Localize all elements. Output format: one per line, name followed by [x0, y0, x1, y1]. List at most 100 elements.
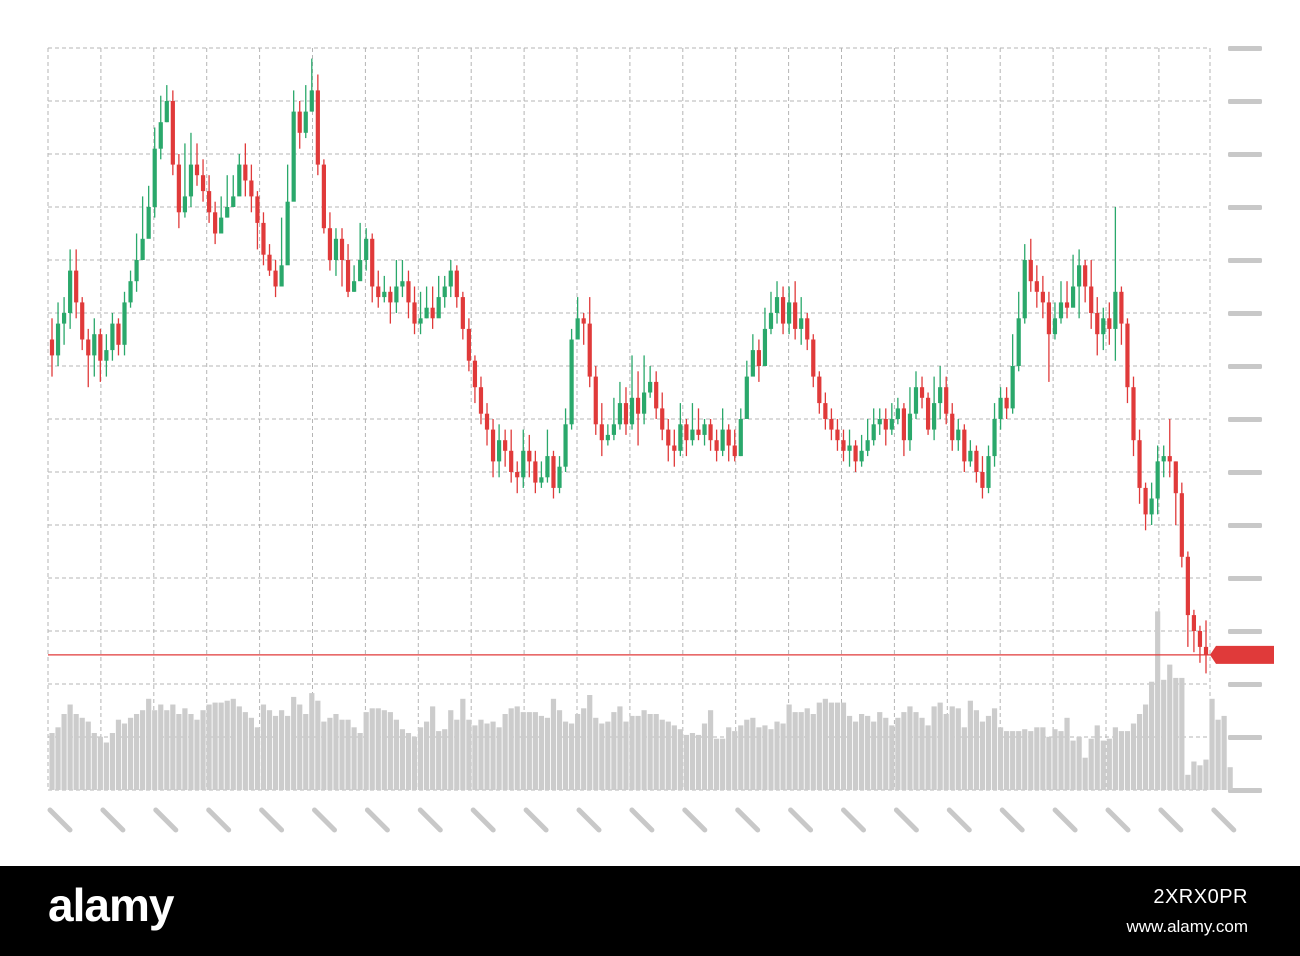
volume-bar [1070, 740, 1076, 790]
x-axis-tick-placeholder [1105, 807, 1131, 833]
y-axis-tick-placeholder [1228, 470, 1262, 475]
volume-bar [895, 717, 901, 790]
candle-body-up [956, 429, 961, 441]
candle-body-up [877, 419, 882, 425]
candle-body-up [968, 450, 973, 462]
volume-bar [629, 715, 635, 790]
candle-body-down [170, 101, 175, 165]
candle-body-down [599, 424, 604, 441]
volume-bar [738, 725, 744, 790]
volume-bar [575, 714, 581, 790]
watermark-info: 2XRX0PR www.alamy.com [1126, 886, 1248, 937]
candle-body-down [249, 180, 254, 197]
volume-bar [798, 712, 804, 790]
volume-bar [423, 721, 430, 790]
y-axis-tick-placeholder [1228, 576, 1262, 581]
candle-body-down [1028, 260, 1033, 282]
candle-body-down [1046, 302, 1052, 335]
y-axis-tick-placeholder [1228, 788, 1262, 793]
volume-bar [1076, 736, 1082, 790]
candle-body-down [962, 429, 967, 462]
volume-bar [182, 708, 188, 790]
candle-body-down [1119, 291, 1124, 324]
candle-body-down [635, 397, 641, 414]
volume-bar [436, 731, 442, 790]
candle-body-up [496, 440, 502, 462]
candle-body-down [1004, 397, 1009, 409]
candle-body-up [768, 313, 774, 329]
candle-body-down [980, 472, 985, 488]
candle-body-down [823, 403, 828, 419]
candle-body-up [231, 196, 236, 207]
candle-body-up [358, 260, 363, 282]
candle-body-up [557, 466, 562, 488]
volume-bar [260, 704, 267, 790]
x-axis-tick-placeholder [1158, 807, 1184, 833]
price-candles [49, 58, 1209, 674]
volume-bar [967, 700, 973, 790]
volume-bar [544, 717, 551, 790]
candle-body-down [327, 228, 333, 260]
candle-body-down [1125, 323, 1130, 388]
y-axis-tick-placeholder [1228, 99, 1262, 104]
volume-bar [460, 698, 466, 790]
x-axis-tick-placeholder [1052, 807, 1078, 833]
volume-bar [333, 714, 339, 790]
candle-body-up [787, 302, 792, 324]
y-axis-tick-placeholder [1228, 682, 1262, 687]
volume-bar [363, 712, 369, 790]
volume-bar [1004, 731, 1010, 790]
candle-body-down [623, 403, 629, 425]
volume-bar [937, 702, 943, 790]
volume-bar [1022, 729, 1028, 790]
candle-body-up [720, 429, 725, 451]
volume-bar [430, 706, 436, 790]
volume-bar [411, 736, 418, 790]
volume-bar [1215, 719, 1221, 790]
volume-bar [1100, 740, 1106, 790]
x-axis-tick-placeholder [100, 807, 126, 833]
candle-body-down [1107, 318, 1112, 329]
candle-body-down [1137, 440, 1142, 488]
volume-bar [1106, 738, 1112, 790]
volume-bar [1118, 731, 1125, 790]
candle-body-up [1016, 318, 1021, 366]
volume-bar [756, 727, 762, 790]
volume-bar [315, 700, 321, 790]
volume-bar [726, 727, 732, 790]
volume-bar [127, 717, 134, 790]
volume-bar [641, 710, 647, 790]
candle-body-down [925, 397, 931, 430]
y-axis-tick-placeholder [1228, 46, 1262, 51]
volume-bar [339, 719, 345, 790]
volume-bar [67, 704, 73, 790]
volume-bar [230, 698, 236, 790]
volume-bar [1016, 731, 1022, 790]
volume-bar [991, 708, 998, 790]
x-axis-tick-placeholder [206, 807, 232, 833]
candle-body-up [539, 477, 544, 483]
y-axis-tick-placeholder [1228, 205, 1262, 210]
volume-bar [1185, 774, 1191, 790]
candle-body-down [412, 302, 417, 324]
candle-body-down [515, 472, 520, 478]
x-axis-tick-placeholder [47, 807, 73, 833]
volume-bar [556, 710, 563, 790]
candle-body-up [55, 323, 61, 356]
volume-bar [121, 723, 128, 790]
candle-body-down [853, 445, 858, 462]
candle-body-up [521, 450, 526, 478]
volume-bar [526, 712, 532, 790]
volume-bar [1167, 664, 1173, 790]
candle-body-down [714, 440, 719, 451]
candle-body-down [430, 307, 435, 319]
candle-body-down [86, 339, 91, 356]
candle-body-down [1185, 556, 1190, 616]
volume-bar [973, 710, 980, 790]
volume-bar [846, 715, 853, 790]
candle-body-up [545, 456, 550, 478]
candle-body-up [92, 334, 97, 356]
volume-bar [448, 710, 454, 790]
candle-body-up [563, 424, 568, 467]
x-axis-tick-placeholder [259, 807, 285, 833]
